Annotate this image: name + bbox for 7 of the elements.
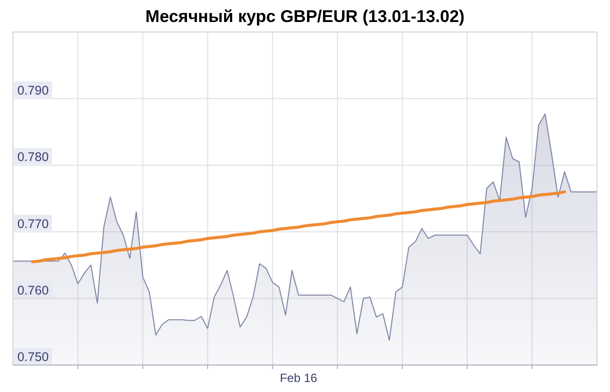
- chart-title: Месячный курс GBP/EUR (13.01-13.02): [145, 7, 465, 26]
- y-tick-label: 0.790: [17, 84, 49, 98]
- y-tick-label: 0.780: [17, 150, 49, 164]
- x-tick-label: Feb 16: [280, 371, 318, 385]
- y-tick-label: 0.770: [17, 216, 49, 231]
- y-tick-label: 0.750: [17, 350, 49, 364]
- y-tick-label: 0.760: [17, 283, 49, 298]
